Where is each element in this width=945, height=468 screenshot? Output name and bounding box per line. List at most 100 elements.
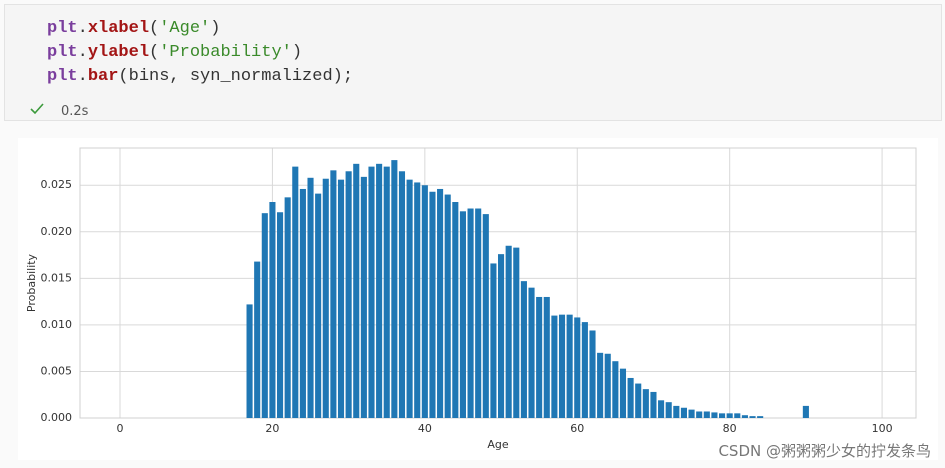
x-tick-label: 100 xyxy=(872,422,893,435)
bar xyxy=(459,211,466,418)
code-token: 'Age' xyxy=(159,19,211,38)
bar xyxy=(490,263,497,418)
code-token: ylabel xyxy=(87,43,150,62)
bar xyxy=(520,281,527,418)
bar xyxy=(246,304,253,418)
bar xyxy=(673,405,680,418)
bar xyxy=(543,296,550,418)
bar xyxy=(254,261,261,418)
watermark: CSDN @粥粥粥少女的拧发条鸟 xyxy=(718,442,931,460)
bar xyxy=(444,194,451,418)
bar xyxy=(558,314,566,418)
code-token: . xyxy=(77,19,88,38)
bar xyxy=(299,188,306,418)
bar xyxy=(452,202,459,418)
bar xyxy=(665,402,672,418)
bar xyxy=(642,389,649,418)
code-token: xlabel xyxy=(87,19,150,38)
bar xyxy=(711,412,718,418)
chart: Probability Age 0.000 0.005 0.010 0.015 0.02… xyxy=(18,138,938,460)
bar xyxy=(467,208,474,418)
code-line: plt.xlabel('Age') xyxy=(47,19,220,38)
bar xyxy=(398,171,406,418)
code-token: plt xyxy=(47,43,78,62)
code-token: plt xyxy=(47,67,78,86)
bar xyxy=(635,383,642,418)
bar xyxy=(421,185,428,418)
bar xyxy=(513,247,520,418)
x-axis-label: Age xyxy=(487,438,509,451)
code-line: plt.ylabel('Probability') xyxy=(47,43,302,62)
bar xyxy=(566,314,573,418)
bar xyxy=(741,415,748,418)
success-icon xyxy=(30,103,44,115)
code-token: . xyxy=(77,67,88,86)
y-tick-label: 0.020 xyxy=(41,225,73,238)
bar xyxy=(726,413,733,418)
bar xyxy=(391,160,398,418)
bar xyxy=(307,177,314,418)
bar xyxy=(696,411,703,418)
bar xyxy=(269,202,276,418)
execution-time: 0.2s xyxy=(61,104,89,119)
bar xyxy=(482,214,489,418)
bar xyxy=(376,163,383,418)
bar xyxy=(406,179,413,418)
bar xyxy=(360,176,367,418)
bar xyxy=(734,413,741,418)
bar xyxy=(802,405,809,418)
bar xyxy=(749,416,756,418)
bar xyxy=(574,317,581,418)
y-tick-label: 0.025 xyxy=(41,178,73,191)
bar xyxy=(383,166,390,418)
code-token: ( xyxy=(149,43,160,62)
bar xyxy=(284,197,291,418)
bar xyxy=(414,182,421,418)
code-token: ( xyxy=(149,19,160,38)
code-token: bar xyxy=(87,67,119,86)
y-tick-label: 0.005 xyxy=(41,364,73,377)
bar xyxy=(658,400,665,418)
bar xyxy=(536,296,543,418)
bar xyxy=(757,416,764,418)
bar xyxy=(276,212,284,418)
bar xyxy=(650,391,657,418)
bar xyxy=(261,213,268,418)
bar xyxy=(330,170,337,418)
bar xyxy=(498,254,505,418)
bar xyxy=(337,179,345,418)
code-token: ) xyxy=(210,19,221,38)
bar xyxy=(604,353,611,418)
code-token: (bins, syn_normalized); xyxy=(118,67,354,86)
code-token: plt xyxy=(47,19,78,38)
bar xyxy=(353,163,360,418)
bar xyxy=(551,315,558,418)
bar xyxy=(368,166,375,418)
x-tick-label: 0 xyxy=(117,422,124,435)
bar xyxy=(612,361,619,418)
bar xyxy=(292,166,299,418)
code-token: 'Probability' xyxy=(159,43,292,62)
y-tick-label: 0.010 xyxy=(41,318,73,331)
bar xyxy=(627,377,634,418)
bar xyxy=(719,413,726,418)
y-tick-label: 0.015 xyxy=(41,271,73,284)
bar xyxy=(581,322,588,418)
bar xyxy=(597,352,604,418)
x-tick-label: 20 xyxy=(265,422,279,435)
code-line: plt.bar(bins, syn_normalized); xyxy=(47,67,353,86)
bar xyxy=(619,368,627,418)
bar xyxy=(589,330,596,418)
x-tick-label: 60 xyxy=(570,422,584,435)
code-token: ) xyxy=(291,43,303,62)
bar xyxy=(475,208,482,418)
code-token: . xyxy=(77,43,88,62)
bar xyxy=(688,409,695,418)
x-tick-label: 40 xyxy=(418,422,432,435)
bar xyxy=(680,407,687,418)
y-axis-label: Probability xyxy=(25,253,38,312)
code-cell[interactable]: 0.2s plt.xlabel('Age') plt.ylabel('Probab… xyxy=(4,4,942,121)
bar xyxy=(315,193,322,418)
bar xyxy=(429,191,436,418)
